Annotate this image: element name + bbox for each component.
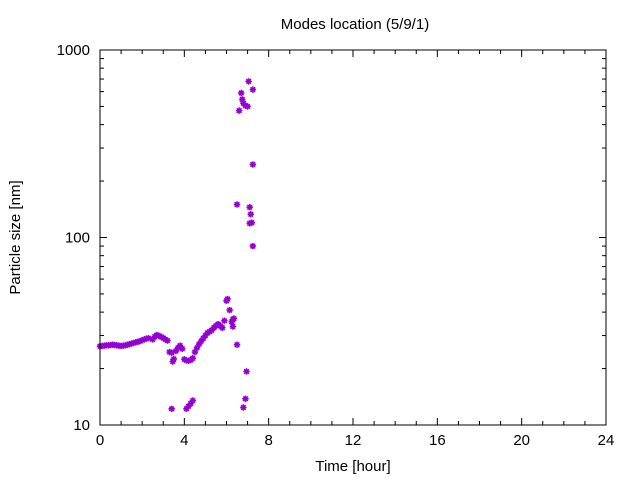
- y-axis-title: Particle size [nm]: [7, 180, 24, 294]
- plot-frame: [99, 49, 607, 426]
- y-tick-label: 1000: [57, 42, 90, 59]
- data-point: [233, 201, 241, 208]
- x-tick-label: 20: [513, 432, 530, 449]
- data-point: [242, 395, 249, 402]
- data-point: [164, 337, 171, 344]
- x-tick-label: 8: [264, 432, 272, 449]
- data-point: [179, 345, 186, 352]
- data-point: [235, 107, 243, 114]
- data-point: [249, 242, 257, 250]
- data-point: [243, 368, 250, 375]
- data-point: [248, 219, 255, 226]
- data-point: [224, 295, 231, 303]
- data-points: [96, 78, 257, 413]
- data-point: [219, 324, 226, 331]
- y-tick-label: 10: [73, 417, 90, 434]
- x-tick-label: 24: [598, 432, 615, 449]
- data-point: [230, 315, 238, 322]
- data-point: [226, 306, 233, 314]
- data-point: [168, 405, 175, 413]
- axis-ticks: 0 4 8 12 16 20 24 10 100 1000: [57, 42, 615, 449]
- y-tick-label: 100: [65, 230, 90, 247]
- data-point: [233, 341, 241, 348]
- data-point: [189, 355, 196, 362]
- x-tick-label: 0: [96, 432, 104, 449]
- data-point: [246, 204, 253, 211]
- x-axis-title: Time [hour]: [315, 458, 390, 475]
- data-point: [245, 78, 252, 85]
- x-tick-label: 4: [180, 432, 188, 449]
- data-point: [229, 323, 237, 330]
- data-point: [247, 211, 254, 218]
- chart-title: Modes location (5/9/1): [281, 16, 429, 33]
- data-point: [249, 86, 257, 93]
- data-point: [244, 103, 251, 110]
- x-tick-label: 16: [429, 432, 446, 449]
- data-point: [221, 317, 228, 324]
- data-point: [249, 161, 257, 168]
- data-point: [238, 89, 245, 97]
- x-tick-label: 12: [345, 432, 362, 449]
- data-point: [170, 355, 177, 363]
- data-point: [240, 404, 247, 411]
- data-point: [189, 397, 196, 404]
